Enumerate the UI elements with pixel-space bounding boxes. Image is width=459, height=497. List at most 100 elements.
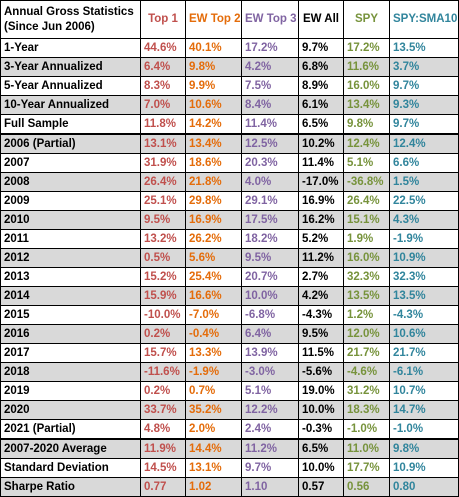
- table-row: 2007 31.9% 18.6% 20.3% 11.4% 5.1% 6.6%: [0, 153, 459, 173]
- row-label: Standard Deviation: [0, 458, 141, 478]
- cell-ew-top2: 13.1%: [185, 458, 242, 478]
- cell-spy-sma10: 13.5%: [389, 286, 459, 306]
- cell-spy: 15.1%: [343, 210, 390, 230]
- row-label: 2016: [0, 324, 141, 344]
- cell-top1: 11.8%: [140, 114, 186, 135]
- cell-ew-all: 6.1%: [298, 95, 344, 115]
- cell-top1: 15.9%: [140, 286, 186, 306]
- table-row: 2011 13.2% 26.2% 18.2% 5.2% 1.9% -1.9%: [0, 229, 459, 249]
- table-title-line-1: Annual Gross Statistics: [4, 5, 134, 18]
- cell-spy: 12.0%: [343, 324, 390, 344]
- cell-ew-top3: 20.7%: [241, 267, 299, 287]
- cell-ew-all: 16.9%: [298, 191, 344, 211]
- cell-top1: 7.0%: [140, 95, 186, 115]
- table-row: 2013 15.2% 25.4% 20.7% 2.7% 32.3% 32.3%: [0, 267, 459, 287]
- cell-spy-sma10: 0.80: [389, 477, 459, 497]
- cell-top1: 9.5%: [140, 210, 186, 230]
- cell-top1: 15.2%: [140, 267, 186, 287]
- cell-spy: 0.56: [343, 477, 390, 497]
- cell-ew-top2: 40.1%: [185, 38, 242, 58]
- cell-top1: -10.0%: [140, 305, 186, 325]
- cell-top1: 26.4%: [140, 172, 186, 192]
- row-label: 2010: [0, 210, 141, 230]
- cell-ew-top2: 13.4%: [185, 133, 242, 154]
- cell-spy-sma10: -4.3%: [389, 305, 459, 325]
- cell-spy-sma10: 1.5%: [389, 172, 459, 192]
- cell-spy: 13.4%: [343, 95, 390, 115]
- cell-ew-top2: 5.6%: [185, 248, 242, 268]
- column-header-spy-sma10: SPY:SMA10: [389, 0, 459, 39]
- cell-ew-all: 8.9%: [298, 76, 344, 96]
- table-row: Sharpe Ratio 0.77 1.02 1.10 0.57 0.56 0.80: [0, 477, 459, 497]
- row-label: Full Sample: [0, 114, 141, 135]
- table-row: 2012 0.5% 5.6% 9.5% 11.2% 16.0% 10.9%: [0, 248, 459, 268]
- cell-ew-top3: 11.2%: [241, 438, 299, 459]
- cell-top1: 0.77: [140, 477, 186, 497]
- cell-spy: 5.1%: [343, 153, 390, 173]
- cell-spy: 21.7%: [343, 343, 390, 363]
- table-row: 2014 15.9% 16.6% 10.0% 4.2% 13.5% 13.5%: [0, 286, 459, 306]
- cell-ew-all: 9.5%: [298, 324, 344, 344]
- cell-ew-top3: 20.3%: [241, 153, 299, 173]
- row-label: 1-Year: [0, 38, 141, 58]
- header-row: Annual Gross Statistics (Since Jun 2006)…: [0, 0, 459, 39]
- cell-ew-top3: 12.2%: [241, 400, 299, 420]
- cell-top1: 14.5%: [140, 458, 186, 478]
- cell-ew-top2: 21.8%: [185, 172, 242, 192]
- table-row: 2018 -11.6% -1.9% -3.0% -5.6% -4.6% -6.1%: [0, 362, 459, 382]
- table-row: Standard Deviation 14.5% 13.1% 9.7% 10.0% 17.…: [0, 458, 459, 478]
- cell-ew-all: 4.2%: [298, 286, 344, 306]
- table-row: 3-Year Annualized 6.4% 9.8% 4.2% 6.8% 11.6% 3.…: [0, 57, 459, 77]
- cell-ew-all: 10.2%: [298, 133, 344, 154]
- table-row: 2019 0.2% 0.7% 5.1% 19.0% 31.2% 10.7%: [0, 381, 459, 401]
- table-row: 2015 -10.0% -7.0% -6.8% -4.3% 1.2% -4.3%: [0, 305, 459, 325]
- cell-ew-top3: 6.4%: [241, 324, 299, 344]
- cell-ew-all: 10.0%: [298, 458, 344, 478]
- cell-spy: 16.0%: [343, 76, 390, 96]
- cell-ew-top3: 2.4%: [241, 419, 299, 440]
- cell-spy-sma10: 21.7%: [389, 343, 459, 363]
- cell-ew-top3: 9.5%: [241, 248, 299, 268]
- cell-ew-top3: 4.2%: [241, 57, 299, 77]
- row-label: 2006 (Partial): [0, 133, 141, 154]
- row-label: 2021 (Partial): [0, 419, 141, 440]
- cell-ew-top3: -6.8%: [241, 305, 299, 325]
- table-row: 2006 (Partial) 13.1% 13.4% 12.5% 10.2% 12.4% 1…: [0, 133, 459, 154]
- cell-spy-sma10: 10.7%: [389, 381, 459, 401]
- table-row: 2017 15.7% 13.3% 13.9% 11.5% 21.7% 21.7%: [0, 343, 459, 363]
- cell-ew-all: 11.2%: [298, 248, 344, 268]
- cell-spy: 17.2%: [343, 38, 390, 58]
- cell-top1: 6.4%: [140, 57, 186, 77]
- row-label: 2007: [0, 153, 141, 173]
- cell-ew-top3: 10.0%: [241, 286, 299, 306]
- column-header-ew-all: EW All: [298, 0, 344, 39]
- table-body: 1-Year 44.6% 40.1% 17.2% 9.7% 17.2% 13.5% 3-Yea…: [0, 38, 459, 497]
- table-row: 2016 0.2% -0.4% 6.4% 9.5% 12.0% 10.6%: [0, 324, 459, 344]
- row-label: 2011: [0, 229, 141, 249]
- cell-spy-sma10: 9.7%: [389, 114, 459, 135]
- cell-ew-top2: 35.2%: [185, 400, 242, 420]
- cell-spy-sma10: 32.3%: [389, 267, 459, 287]
- cell-ew-all: 9.7%: [298, 38, 344, 58]
- row-label: 2007-2020 Average: [0, 438, 141, 459]
- cell-spy: 26.4%: [343, 191, 390, 211]
- cell-ew-all: -4.3%: [298, 305, 344, 325]
- table-row: 5-Year Annualized 8.3% 9.9% 7.5% 8.9% 16.0% 9.…: [0, 76, 459, 96]
- cell-spy-sma10: 10.9%: [389, 458, 459, 478]
- cell-spy-sma10: -6.1%: [389, 362, 459, 382]
- cell-spy-sma10: 4.3%: [389, 210, 459, 230]
- row-label: 2009: [0, 191, 141, 211]
- table-row: 2010 9.5% 16.9% 17.5% 16.2% 15.1% 4.3%: [0, 210, 459, 230]
- cell-spy-sma10: 3.7%: [389, 57, 459, 77]
- table-title: Annual Gross Statistics (Since Jun 2006): [0, 0, 141, 39]
- cell-ew-top2: 14.2%: [185, 114, 242, 135]
- row-label: 2018: [0, 362, 141, 382]
- cell-ew-all: -5.6%: [298, 362, 344, 382]
- cell-ew-top2: 10.6%: [185, 95, 242, 115]
- cell-ew-all: 6.5%: [298, 114, 344, 135]
- cell-top1: 25.1%: [140, 191, 186, 211]
- row-label: 2012: [0, 248, 141, 268]
- row-label: 2013: [0, 267, 141, 287]
- row-label: 10-Year Annualized: [0, 95, 141, 115]
- cell-ew-top2: -7.0%: [185, 305, 242, 325]
